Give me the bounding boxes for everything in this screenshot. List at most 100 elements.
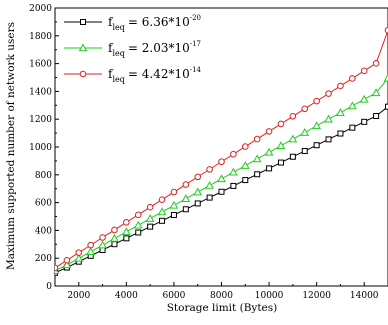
- data-point: [254, 171, 261, 178]
- legend-marker: [79, 70, 87, 78]
- data-point: [217, 174, 226, 183]
- data-point: [349, 75, 356, 82]
- data-point: [111, 226, 118, 234]
- data-point: [62, 260, 72, 269]
- y-tick-label: 0: [46, 282, 52, 292]
- data-point: [347, 101, 357, 110]
- data-point: [181, 194, 191, 203]
- series-layer: [55, 26, 388, 276]
- y-tick-label: 1400: [29, 87, 52, 97]
- y-tick-label: 1600: [29, 60, 52, 70]
- data-point: [264, 147, 274, 156]
- data-point: [301, 105, 309, 113]
- data-point: [158, 196, 166, 203]
- data-point: [373, 113, 380, 120]
- legend-item: fleq = 4.42*10-14: [64, 66, 202, 84]
- data-point: [133, 220, 143, 229]
- data-point: [182, 181, 190, 188]
- data-point: [169, 200, 179, 209]
- data-point: [206, 194, 213, 201]
- y-tick-label: 1200: [29, 115, 52, 125]
- data-point: [242, 177, 249, 184]
- data-point: [336, 108, 345, 116]
- data-point: [206, 166, 213, 173]
- data-point: [289, 112, 297, 120]
- data-point: [157, 207, 167, 216]
- y-tick-label: 800: [35, 171, 52, 181]
- data-point: [313, 142, 320, 149]
- x-axis: 2000 4000 6000 8000 10000 12000 14000: [54, 282, 388, 301]
- data-point: [240, 161, 250, 169]
- data-point: [135, 229, 142, 236]
- y-axis: 0 200 400 600 800 1000 1200 1400 1600 1800 2000: [29, 4, 59, 292]
- data-point: [324, 114, 333, 123]
- data-point: [74, 253, 84, 262]
- x-tick-label: 10000: [255, 291, 284, 301]
- x-tick-label: 6000: [162, 291, 185, 301]
- y-tick-label: 400: [35, 226, 52, 236]
- data-point: [252, 154, 262, 163]
- y-tick-label: 1800: [29, 32, 52, 42]
- series-circle: [55, 26, 388, 272]
- data-point: [86, 247, 96, 255]
- y-axis-title: Maximum supported number of network user…: [5, 22, 17, 270]
- data-point: [266, 165, 273, 172]
- data-point: [337, 82, 344, 90]
- data-point: [276, 141, 286, 150]
- series-line: [55, 30, 388, 269]
- legend-label: fleq = 4.42*10-14: [108, 66, 202, 84]
- data-point: [193, 187, 203, 196]
- y-tick-label: 1000: [29, 143, 52, 153]
- x-tick-label: 4000: [115, 291, 138, 301]
- data-point: [300, 128, 310, 136]
- data-point: [123, 235, 130, 242]
- data-point: [313, 97, 320, 105]
- y-tick-label: 2000: [29, 4, 52, 14]
- data-point: [87, 241, 94, 249]
- data-point: [337, 130, 344, 137]
- data-point: [361, 118, 368, 125]
- data-point: [312, 121, 321, 130]
- legend-label: fleq = 6.36*10-20: [108, 14, 201, 32]
- data-point: [122, 227, 131, 236]
- data-point: [170, 188, 178, 196]
- legend-marker: [80, 19, 86, 25]
- data-point: [170, 211, 177, 218]
- data-point: [277, 120, 285, 128]
- data-point: [134, 211, 142, 219]
- data-point: [194, 200, 201, 207]
- y-tick-label: 200: [35, 254, 52, 264]
- data-point: [230, 182, 237, 189]
- legend-label: fleq = 2.03*10-17: [108, 40, 201, 58]
- data-point: [218, 158, 225, 166]
- data-point: [218, 188, 225, 195]
- series-square: [55, 103, 388, 276]
- data-point: [123, 219, 130, 226]
- data-point: [349, 124, 356, 131]
- data-point: [194, 173, 202, 181]
- legend-item: fleq = 2.03*10-17: [64, 40, 201, 58]
- x-tick-label: 12000: [302, 291, 331, 301]
- data-point: [75, 249, 83, 256]
- x-axis-title: Storage limit (Bytes): [167, 302, 278, 314]
- data-point: [98, 240, 107, 249]
- data-point: [111, 241, 118, 248]
- data-point: [159, 217, 166, 224]
- data-point: [55, 264, 59, 272]
- data-point: [360, 67, 368, 75]
- data-point: [359, 94, 369, 103]
- legend-marker: [78, 43, 88, 52]
- data-point: [325, 136, 332, 143]
- data-point: [277, 159, 284, 166]
- data-point: [205, 180, 214, 189]
- legend-item: fleq = 6.36*10-20: [64, 14, 201, 32]
- data-point: [289, 153, 296, 160]
- data-point: [301, 148, 308, 155]
- y-tick-label: 600: [35, 199, 52, 209]
- data-point: [383, 73, 388, 82]
- x-tick-label: 14000: [350, 291, 379, 301]
- data-point: [110, 233, 119, 242]
- data-point: [182, 206, 189, 213]
- data-point: [253, 135, 261, 143]
